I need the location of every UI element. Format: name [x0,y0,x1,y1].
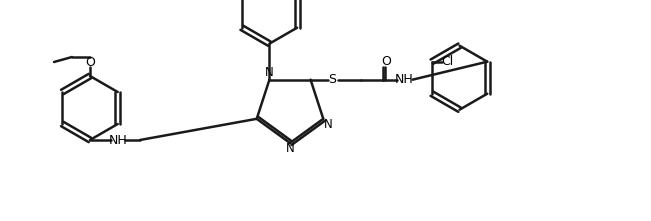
Text: NH: NH [395,73,414,86]
Text: N: N [324,118,333,131]
Text: O: O [381,55,391,68]
Text: N: N [286,143,294,156]
Text: S: S [329,73,337,86]
Text: Cl: Cl [442,55,454,68]
Text: N: N [265,66,274,79]
Text: NH: NH [109,133,128,147]
Text: O: O [85,55,95,69]
